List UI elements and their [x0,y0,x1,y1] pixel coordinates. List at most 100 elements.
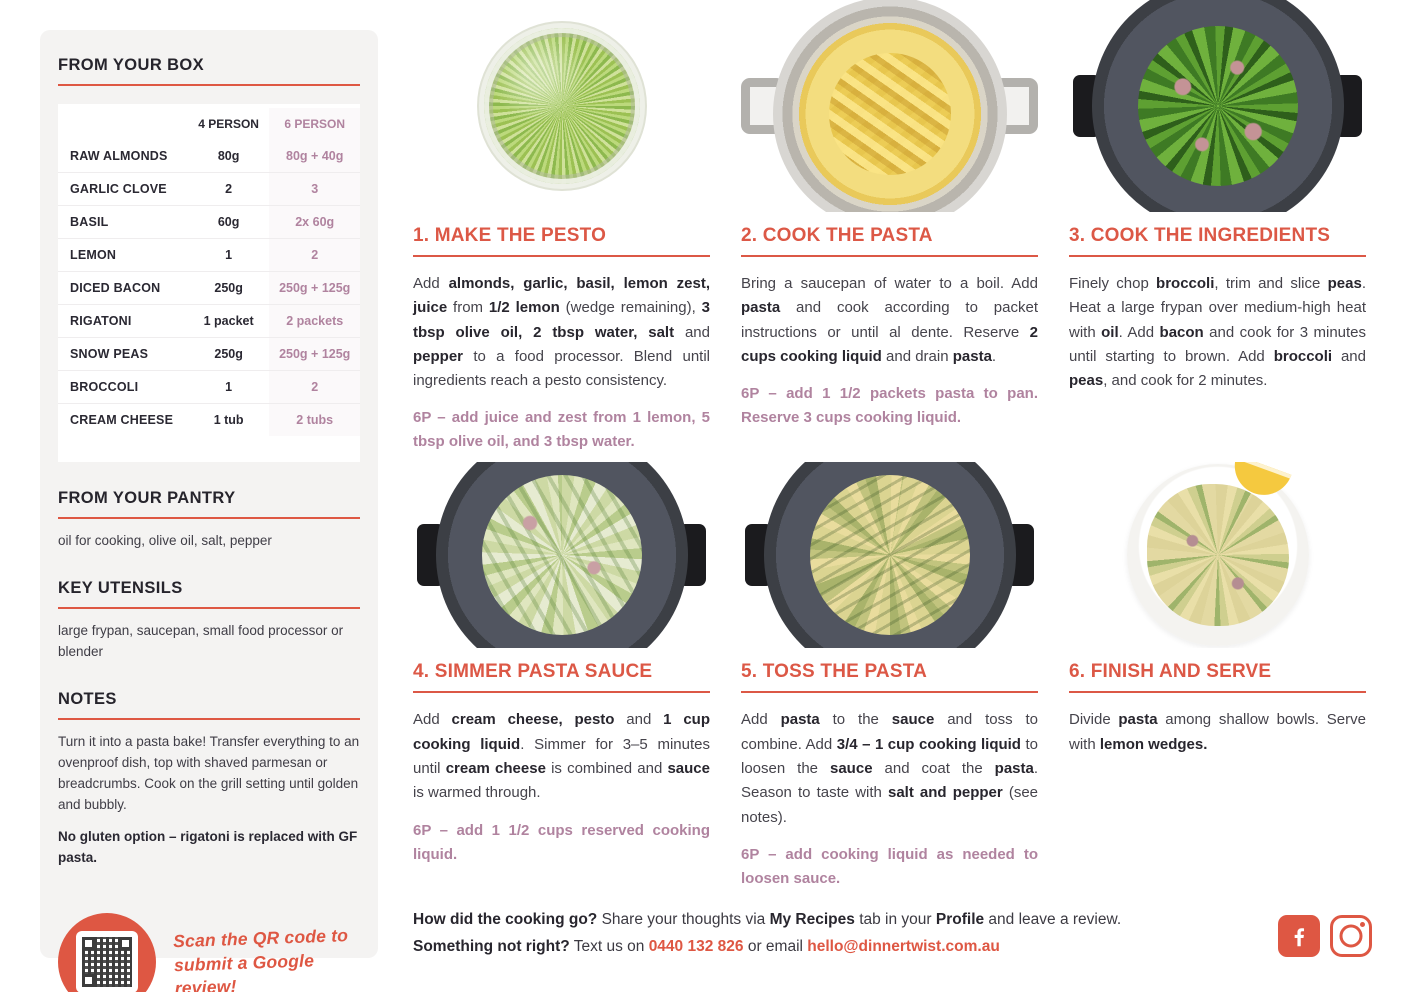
step-divider [1069,691,1366,694]
instagram-icon[interactable] [1330,915,1372,957]
pasta-pot-art [772,0,1007,212]
step-1-6p-note: 6P – add juice and zest from 1 lemon, 5 … [413,409,710,451]
creamy-pesto-sauce-art [481,475,642,636]
quantity-6-person: 2 [269,238,360,272]
step-divider [1069,255,1366,257]
step-6-title: 6. FINISH AND SERVE [1069,661,1272,683]
instagram-dot [1360,922,1365,927]
column-header-6-person: 6 PERSON [269,108,360,140]
step-5-photo-tossed-pasta-pan [741,462,1038,649]
ingredient-name: BROCCOLI [58,370,188,404]
recipe-steps: 1. MAKE THE PESTO Add almonds, garlic, b… [413,0,1366,891]
quantity-4-person: 60g [187,205,270,239]
footer-contact-line: Something not right? Text us on 0440 132… [413,938,1000,956]
tossed-pasta-art [809,475,970,636]
step-6: 6. FINISH AND SERVE Divide pasta among s… [1069,462,1366,890]
ingredient-name: BASIL [58,205,188,239]
section-divider [58,517,360,519]
google-review-section: Scan the QR code to submit a Google revi… [58,913,360,992]
ingredient-name: RAW ALMONDS [70,149,168,163]
notes-title: NOTES [58,689,117,708]
section-divider [58,606,360,609]
instagram-lens [1339,924,1363,948]
facebook-icon[interactable] [1278,915,1320,957]
quantity-4-person: 250g [187,337,270,371]
utensils-list: large frypan, saucepan, small food proce… [58,622,344,659]
frypan-art [1091,0,1344,212]
step-divider [413,255,710,257]
step-divider [741,255,1038,257]
quantity-4-person: 250g [187,271,270,305]
pesto-bowl-art [483,28,640,184]
section-divider [58,717,360,720]
step-1-photo-pesto-bowl [413,0,710,212]
ingredient-name: DICED BACON [58,271,188,305]
ingredient-name: GARLIC CLOVE [58,172,188,206]
quantity-4-person: 2 [187,172,270,206]
ingredient-column-header [58,108,188,140]
review-prompt-line2: submit a Google review! [173,949,315,992]
frypan-art [763,462,1016,649]
frypan-art [435,462,688,649]
ingredient-name: LEMON [58,238,188,272]
step-5: 5. TOSS THE PASTA Add pasta to the sauce… [741,462,1038,890]
quantity-6-person: 2 [269,370,360,404]
table-row: SNOW PEAS 250g 250g + 125g [58,337,360,371]
notes-text: Turn it into a pasta bake! Transfer ever… [58,733,360,812]
footer-feedback-line: How did the cooking go? Share your thoug… [413,911,1122,928]
step-3-instructions: Finely chop broccoli, trim and slice pea… [1069,275,1367,390]
section-divider [58,84,360,86]
plate-art [1126,462,1309,647]
quantity-6-person: 250g + 125g [269,337,360,371]
table-row: RIGATONI 1 packet 2 packets [58,304,360,338]
quantity-6-person: 2x 60g [269,205,360,239]
step-2-photo-pasta-pot [741,0,1038,212]
ingredient-name: CREAM CHEESE [58,403,188,436]
sidebar: FROM YOUR BOX 4 PERSON 6 PERSON RAW ALMO… [40,30,378,992]
pantry-items: oil for cooking, olive oil, salt, pepper [58,533,272,548]
qr-code-icon [76,931,138,992]
ingredients-table: 4 PERSON 6 PERSON RAW ALMONDS 80g 80g + 40… [58,108,360,436]
plated-pasta-art [1146,484,1289,627]
from-your-box-title: FROM YOUR BOX [58,56,205,74]
qr-finder [82,974,95,988]
ingredients-table-card: 4 PERSON 6 PERSON RAW ALMONDS 80g 80g + 40… [58,104,360,462]
table-row: BASIL 60g 2x 60g [58,205,360,239]
ingredient-name: RIGATONI [58,304,188,338]
quantity-4-person: 1 packet [187,304,270,338]
step-4-title: 4. SIMMER PASTA SAUCE [413,661,653,683]
table-row: LEMON 1 2 [58,238,360,272]
quantity-6-person: 2 packets [269,304,360,338]
review-prompt: Scan the QR code to submit a Google revi… [173,924,361,992]
table-row: RAW ALMONDS 80g 80g + 40g [58,140,360,173]
facebook-f-glyph [1294,928,1305,947]
gluten-free-note: No gluten option – rigatoni is replaced … [58,829,358,866]
step-3-photo-broccoli-pan [1069,0,1366,212]
step-1-instructions: Add almonds, garlic, basil, lemon zest, … [413,275,710,390]
quantity-6-person: 80g + 40g [269,140,360,173]
qr-code-badge [58,913,156,992]
step-4-photo-sauce-pan [413,462,710,649]
quantity-6-person: 2 tubs [269,403,360,436]
footer: How did the cooking go? Share your thoug… [413,906,1263,960]
step-4-6p-note: 6P – add 1 1/2 cups reserved cooking liq… [413,821,710,863]
step-4-instructions: Add cream cheese, pesto and 1 cup cookin… [413,711,710,802]
step-2-instructions: Bring a saucepan of water to a boil. Add… [741,275,1038,365]
from-your-pantry-title: FROM YOUR PANTRY [58,489,236,507]
quantity-4-person: 1 [187,370,270,404]
step-3: 3. COOK THE INGREDIENTS Finely chop broc… [1069,0,1366,454]
step-4: 4. SIMMER PASTA SAUCE Add cream cheese, … [413,462,710,890]
qr-finder [82,937,95,951]
social-links [1278,915,1372,957]
step-1-title: 1. MAKE THE PESTO [413,225,607,246]
quantity-4-person: 80g [217,149,240,163]
step-divider [413,691,710,694]
column-header-4-person: 4 PERSON [198,117,259,131]
quantity-6-person: 3 [269,172,360,206]
table-header-row: 4 PERSON 6 PERSON [58,108,360,140]
ingredient-name: SNOW PEAS [58,337,188,371]
quantity-4-person: 1 [187,238,270,272]
ingredients-body: RAW ALMONDS 80g 80g + 40g GARLIC CLOVE 2 3 BAS… [58,140,360,436]
qr-finder [119,937,132,951]
